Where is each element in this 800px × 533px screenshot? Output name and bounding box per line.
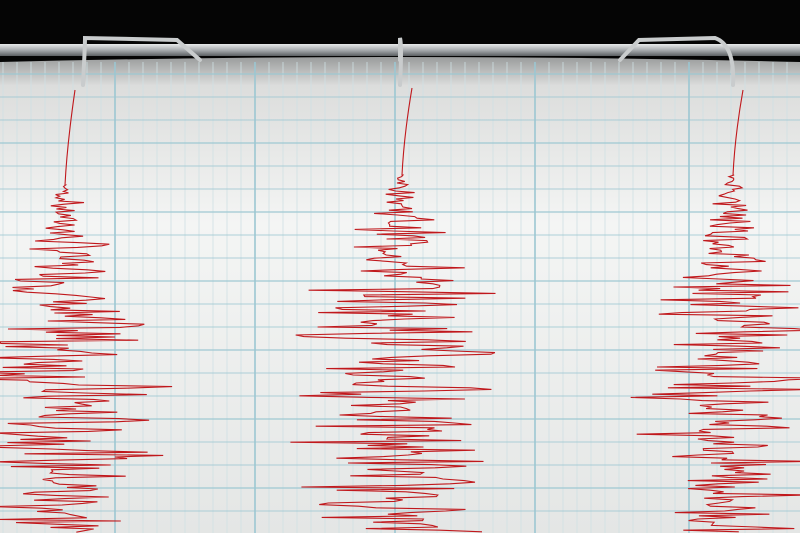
stylus-arm bbox=[81, 35, 202, 87]
stylus-arm bbox=[618, 35, 736, 87]
styluses bbox=[81, 35, 736, 87]
stylus-arm bbox=[398, 37, 403, 87]
seismic-trace bbox=[630, 89, 800, 533]
seismic-trace bbox=[0, 89, 173, 533]
seismic-traces bbox=[0, 87, 800, 533]
seismic-trace bbox=[290, 87, 496, 533]
